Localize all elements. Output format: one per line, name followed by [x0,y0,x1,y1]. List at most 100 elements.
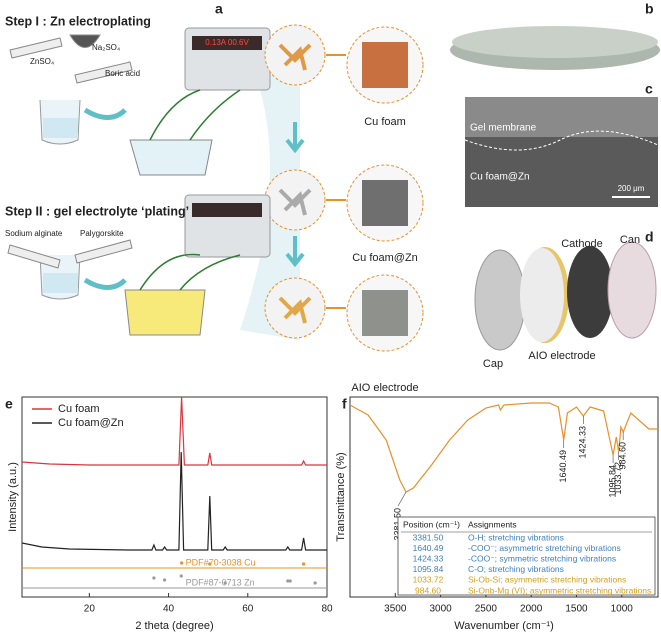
arrow [285,236,305,268]
cu-zn-sample [362,180,408,226]
beaker [39,99,81,145]
cell [129,139,213,176]
legend-label: Cu foam [58,403,100,415]
sem-label: Gel membrane [470,123,537,134]
peak-label: 1640.49 [558,450,568,483]
table-cell: 3381.50 [413,532,444,542]
reference-peak [302,562,306,566]
sem-label: Cu foam@Zn [470,172,530,183]
panel-label: c [645,81,653,97]
reference-label: PDF#70-3038 Cu [186,557,256,567]
series-line [22,397,327,466]
peak-marker [397,491,407,507]
part-label: Cathode [561,238,603,250]
table-cell: Si-Onb-Mg (VI); asymmetric stretching vi… [468,585,651,595]
membrane-top [452,26,658,58]
peak-label: 1424.33 [578,426,588,459]
peak-label: 984.60 [618,442,628,470]
sem-membrane [465,97,658,137]
can [607,241,657,339]
panel-label: a [215,1,223,17]
table-cell: -COO⁻; symmetric stretching vibrations [468,553,616,563]
wire [149,89,241,141]
x-tick-label: 40 [163,604,175,615]
display-text: 0.13A 00.6V [205,38,249,47]
legend-label: Cu foam@Zn [58,417,124,429]
cu-foam-sample [362,42,408,88]
sample-label: AIO electrode [351,382,418,394]
table-cell: C-O; stretching vibrations [468,564,564,574]
x-tick-label: 20 [84,604,96,615]
reagent: Na₂SO₄ [92,43,120,52]
table-box [397,516,656,596]
foam-structure [278,188,312,216]
x-axis-label: Wavenumber (cm⁻¹) [454,620,554,632]
panel-label: f [342,396,347,412]
table-cell: O-H; stretching vibrations [468,532,564,542]
x-tick-label: 2000 [520,604,543,615]
sample-label: Cu foam@Zn [352,252,418,264]
spoon [74,239,133,264]
table-cell: 1033.72 [413,575,444,585]
scale-label: 200 μm [618,184,645,193]
spoon [7,244,61,269]
x-axis-label: 2 theta (degree) [135,620,213,632]
display [192,203,262,217]
step-title: Step I : Zn electroplating [5,14,151,28]
aio-sample [362,290,408,336]
part-label: AIO electrode [528,350,595,362]
arrow [326,54,346,309]
reagent: Boric acid [105,69,140,78]
x-tick-label: 3000 [429,604,452,615]
display [192,36,262,50]
part-label: Cap [483,358,503,370]
foam-structure [278,296,312,324]
x-tick-label: 60 [242,604,254,615]
aio-disc-face [520,248,564,342]
reference-peak [288,579,292,583]
foam-structure [278,43,312,71]
peak-label: 1095.84 [607,465,617,498]
wire [139,253,241,291]
reference-peak [286,579,290,583]
arrow [285,122,305,154]
cell [124,289,206,336]
reference-peak [179,574,183,578]
peak-label: 3381.50 [392,508,402,541]
spoon [74,61,133,84]
plot-frame [21,396,328,598]
arrow [83,107,127,120]
table-cell: -COO⁻; asymmetric stretching vibrations [468,543,621,553]
series-line [22,451,327,551]
table-header: Assignments [468,519,517,529]
y-axis-label: Intensity (a.u.) [7,462,19,532]
part-label: Can [620,234,640,246]
panel-label: e [5,396,13,412]
x-tick-label: 3500 [384,604,407,615]
series-line [350,402,658,493]
x-tick-label: 1500 [565,604,588,615]
panel-label: d [645,229,654,245]
cathode [567,246,613,338]
reference-peak [223,581,227,585]
table-cell: 1424.33 [413,553,444,563]
reference-peak [208,562,212,566]
x-tick-label: 2500 [475,604,498,615]
reference-peak [313,581,317,585]
reagent: Palygorskite [80,229,124,238]
step-title: Step II : gel electrolyte ‘plating’ [5,204,189,218]
x-tick-label: 1000 [611,604,634,615]
boundary [464,130,659,151]
reference-peak [180,561,184,565]
y-axis-label: Transmittance (%) [335,452,347,541]
reference-label: PDF#87-0713 Zn [186,577,255,587]
x-tick-label: 80 [321,604,333,615]
table-cell: 1640.49 [413,543,444,553]
reagent: ZnSO₄ [30,57,54,66]
reference-peak [152,576,156,580]
panel-label: b [645,1,654,17]
table-header: Position (cm⁻¹) [403,519,460,529]
spoon [69,34,101,48]
spoon [9,37,63,59]
